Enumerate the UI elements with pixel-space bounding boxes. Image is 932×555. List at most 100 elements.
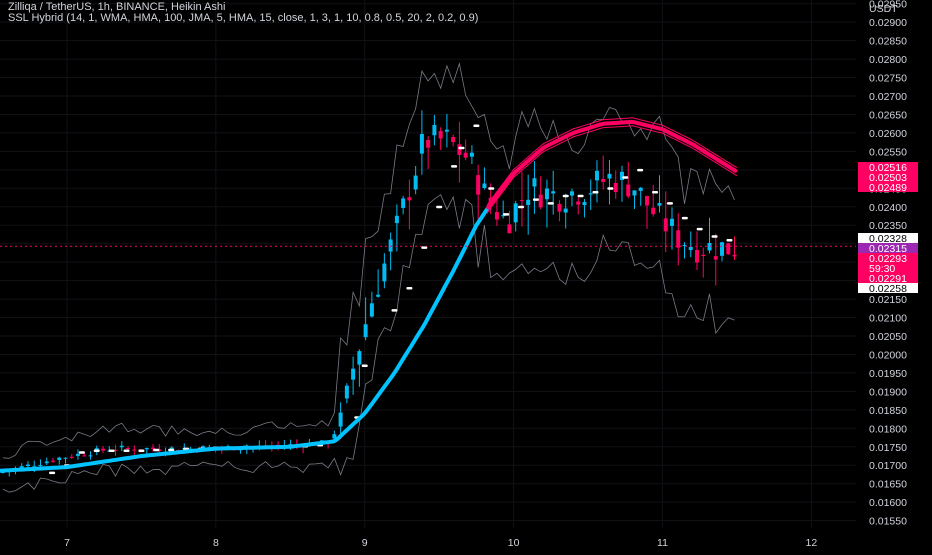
candle-body [44, 461, 49, 464]
trail-dot [577, 194, 584, 198]
candle-body [19, 466, 24, 469]
baseline-channel-upper [486, 117, 738, 206]
candle-body [426, 140, 431, 148]
candle-body [644, 196, 649, 206]
candle-body [582, 202, 587, 206]
candle-body [676, 230, 681, 248]
trail-dot [652, 191, 659, 194]
trail-dot [592, 191, 599, 194]
price-tag-bg [858, 273, 918, 283]
candle-body [288, 444, 293, 446]
trail-dot [607, 187, 614, 190]
candle-body [88, 455, 93, 457]
candle-body [726, 243, 731, 255]
candle-body [407, 197, 412, 201]
trail-dot [361, 364, 368, 368]
y-tick-label: 0.01750 [869, 442, 907, 454]
trail-dot [123, 449, 130, 452]
trail-dot [666, 202, 673, 205]
candle-body [588, 193, 593, 195]
candle-body [619, 171, 624, 180]
candle-body [657, 203, 662, 206]
price-tag: 0.02328 [869, 233, 907, 245]
trail-dot [637, 168, 644, 172]
y-tick-label: 0.02400 [869, 202, 907, 214]
candle-body [338, 412, 343, 427]
y-tick-label: 0.02850 [869, 36, 907, 48]
candle-body [607, 173, 612, 179]
candle-body [451, 137, 456, 143]
candle-body [82, 455, 87, 457]
candle-body [132, 449, 137, 451]
candle-body [144, 448, 149, 450]
candle-body [526, 199, 531, 206]
y-tick-label: 0.02150 [869, 294, 907, 306]
candle-body [369, 303, 374, 317]
y-tick-label: 0.02100 [869, 313, 907, 325]
candle-body [626, 184, 631, 197]
candle-body [563, 208, 568, 213]
candle-body [601, 178, 606, 182]
y-tick-label: 0.02050 [869, 331, 907, 343]
candle-body [713, 256, 718, 260]
trail-dot [78, 451, 85, 454]
y-tick-label: 0.02750 [869, 73, 907, 85]
candle-body [519, 200, 524, 202]
trail-dot [168, 448, 175, 452]
price-tag-bg [858, 243, 918, 253]
candle-body [538, 194, 543, 208]
y-tick-label: 0.02700 [869, 91, 907, 103]
currency-label: USDT [869, 3, 898, 15]
candle-body [482, 183, 487, 188]
candle-body [76, 453, 81, 456]
trail-dot [622, 176, 629, 179]
price-tag-bg [858, 283, 918, 293]
candle-body [695, 249, 700, 263]
candle-body [394, 215, 399, 224]
candle-body [444, 129, 449, 132]
candle-body [557, 203, 562, 212]
x-tick-label: 8 [213, 537, 219, 549]
candle-body [32, 466, 37, 468]
candle-body [382, 263, 387, 282]
candle-body [413, 175, 418, 190]
trail-dot [108, 449, 115, 452]
candle-body [119, 445, 124, 448]
trail-dot [488, 187, 495, 190]
candle-body [376, 294, 381, 297]
candle-body [720, 242, 725, 256]
candle-body [513, 203, 518, 223]
y-tick-label: 0.02350 [869, 220, 907, 232]
baseline-bull-line [0, 205, 491, 473]
x-tick-label: 10 [508, 537, 520, 549]
candle-body [169, 447, 174, 449]
candle-body [351, 368, 356, 380]
indicator-legend[interactable]: SSL Hybrid (14, 1, WMA, HMA, 100, JMA, 5… [8, 12, 479, 24]
candle-body [613, 182, 618, 193]
trail-dot [406, 287, 413, 290]
candle-body [669, 218, 674, 226]
y-tick-label: 0.02000 [869, 349, 907, 361]
trail-dot [153, 448, 160, 452]
trail-dot [681, 216, 688, 220]
y-tick-label: 0.02650 [869, 109, 907, 121]
candle-body [401, 198, 406, 208]
candle-body [707, 242, 712, 251]
y-tick-label: 0.01600 [869, 497, 907, 509]
candle-body [63, 457, 68, 459]
candle-body [188, 448, 193, 450]
y-tick-label: 0.02550 [869, 146, 907, 158]
candle-body [388, 239, 393, 252]
candle-body [101, 448, 106, 451]
y-tick-label: 0.01650 [869, 479, 907, 491]
candle-body [419, 134, 424, 154]
y-tick-label: 0.02600 [869, 128, 907, 140]
candle-body [576, 201, 581, 205]
trail-dot [562, 194, 569, 198]
candle-body [113, 449, 118, 451]
price-tag: 59:30 [869, 263, 895, 275]
y-tick-label: 0.02800 [869, 54, 907, 66]
price-tag: 0.02258 [869, 283, 907, 295]
